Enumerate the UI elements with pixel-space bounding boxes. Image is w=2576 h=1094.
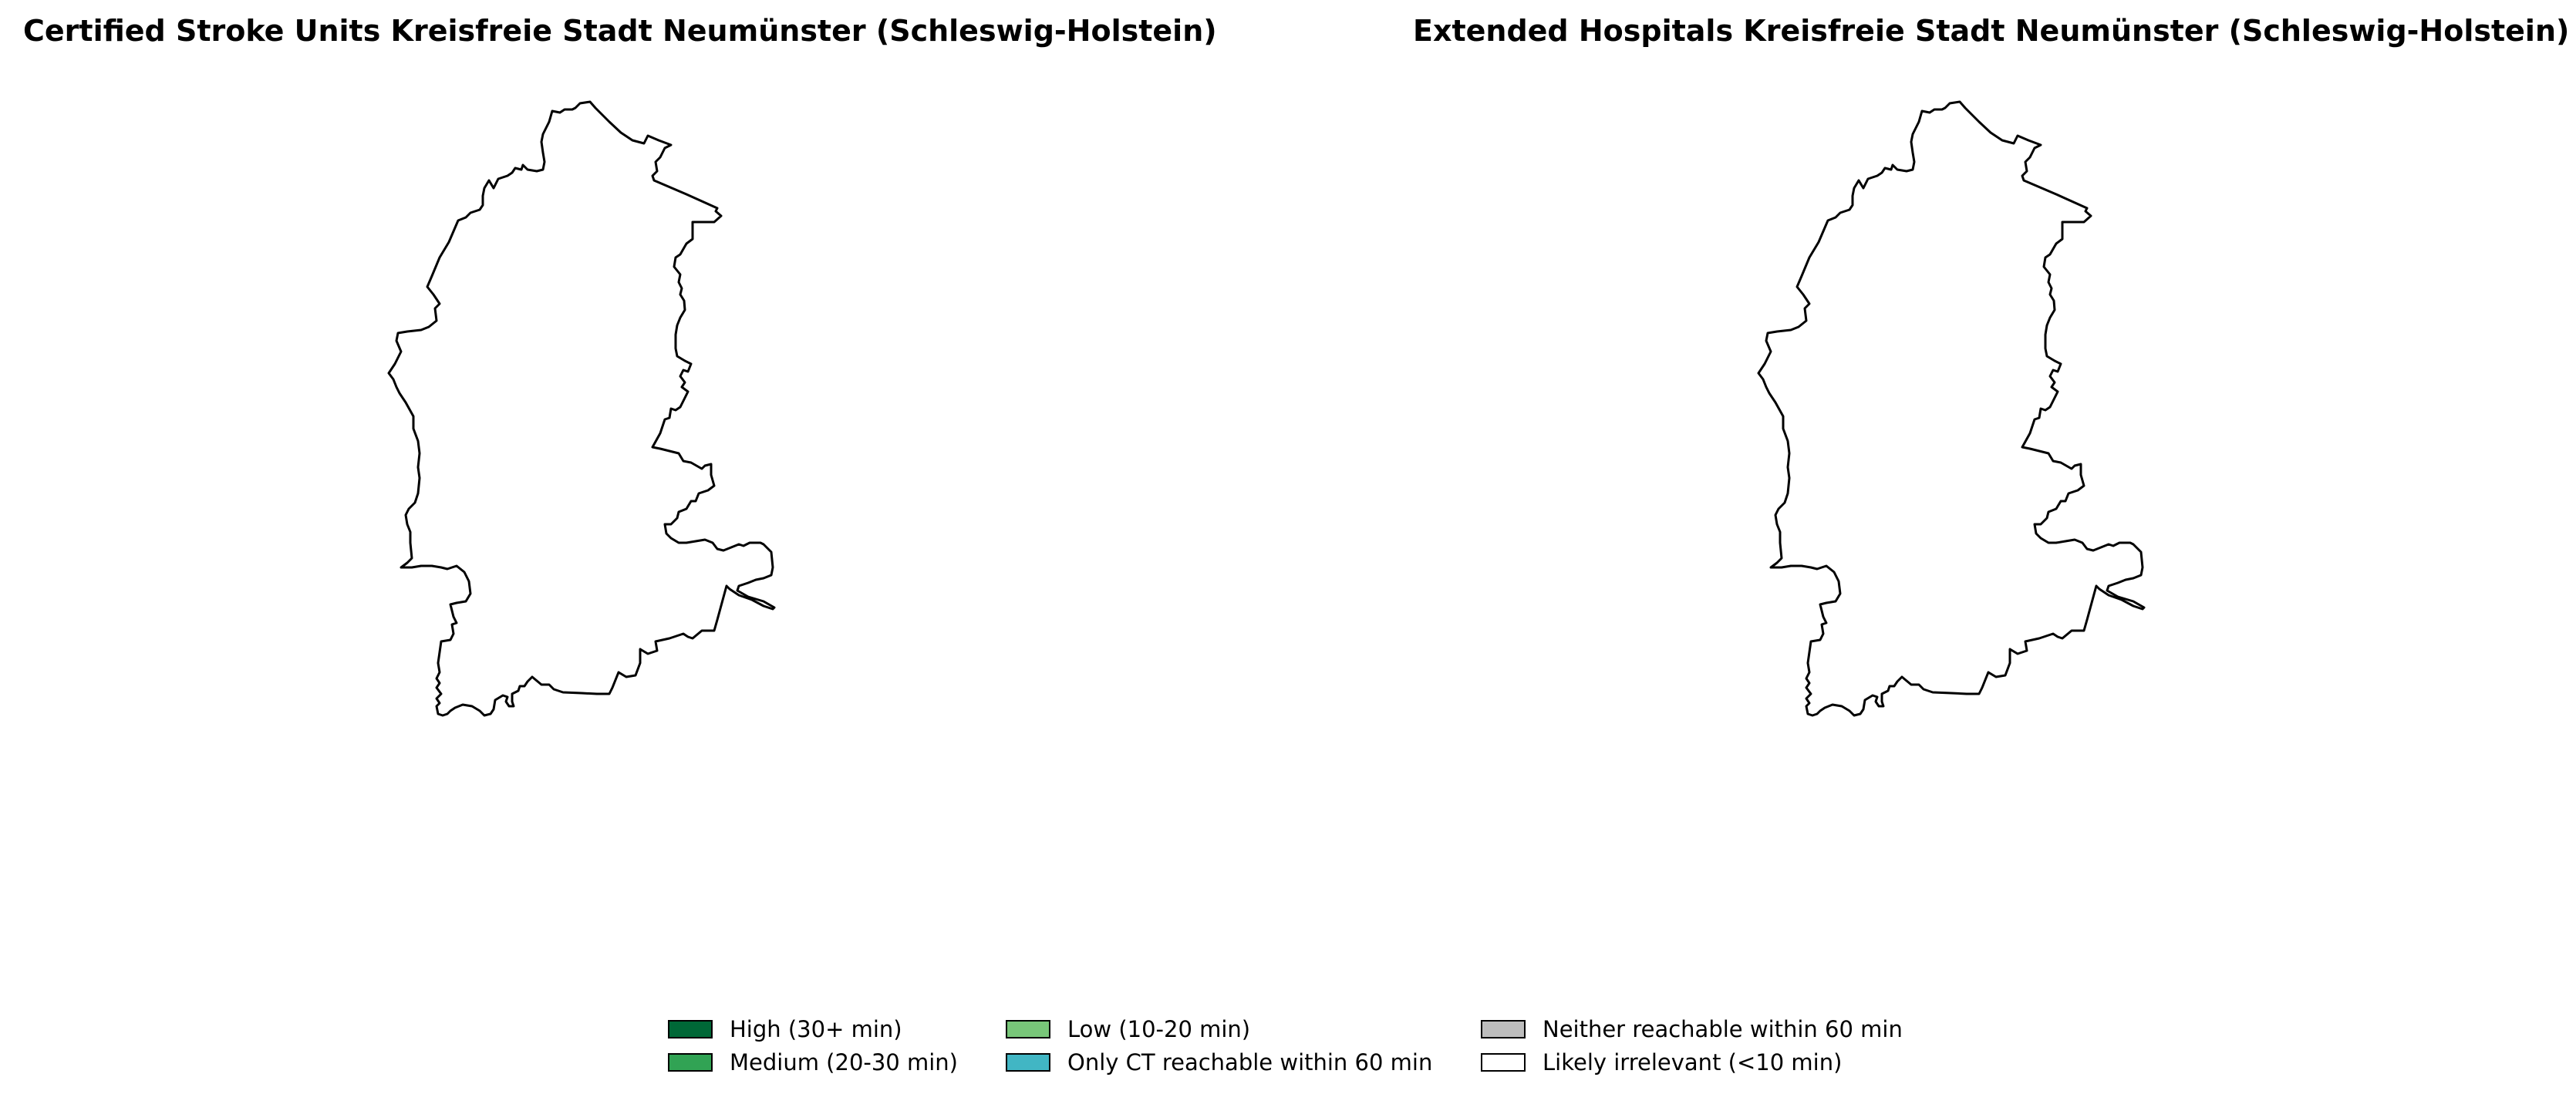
legend-label: Likely irrelevant (<10 min) <box>1543 1049 1843 1075</box>
legend-swatch <box>1006 1053 1050 1072</box>
legend-item-low: Low (10-20 min) <box>1006 1014 1250 1045</box>
legend-swatch <box>1481 1020 1526 1038</box>
legend-swatch <box>668 1053 713 1072</box>
map-extended-hospitals <box>1757 100 2146 717</box>
neumuenster-boundary <box>1757 100 2146 717</box>
legend-item-medium: Medium (20-30 min) <box>668 1047 958 1078</box>
map-title-stroke-units: Certified Stroke Units Kreisfreie Stadt … <box>23 14 1217 48</box>
legend-swatch <box>1006 1020 1050 1038</box>
legend-item-neither: Neither reachable within 60 min <box>1481 1014 1903 1045</box>
legend-swatch <box>668 1020 713 1038</box>
legend-swatch <box>1481 1053 1526 1072</box>
legend-label: Medium (20-30 min) <box>730 1049 958 1075</box>
legend-item-irrelevant: Likely irrelevant (<10 min) <box>1481 1047 1842 1078</box>
map-title-extended-hospitals: Extended Hospitals Kreisfreie Stadt Neum… <box>1413 14 2570 48</box>
legend-label: High (30+ min) <box>730 1016 902 1042</box>
neumuenster-boundary <box>387 100 776 717</box>
legend-label: Neither reachable within 60 min <box>1543 1016 1903 1042</box>
map-stroke-units <box>387 100 776 717</box>
legend-label: Only CT reachable within 60 min <box>1067 1049 1433 1075</box>
legend-label: Low (10-20 min) <box>1067 1016 1251 1042</box>
legend-item-high: High (30+ min) <box>668 1014 902 1045</box>
legend-item-only-ct: Only CT reachable within 60 min <box>1006 1047 1432 1078</box>
